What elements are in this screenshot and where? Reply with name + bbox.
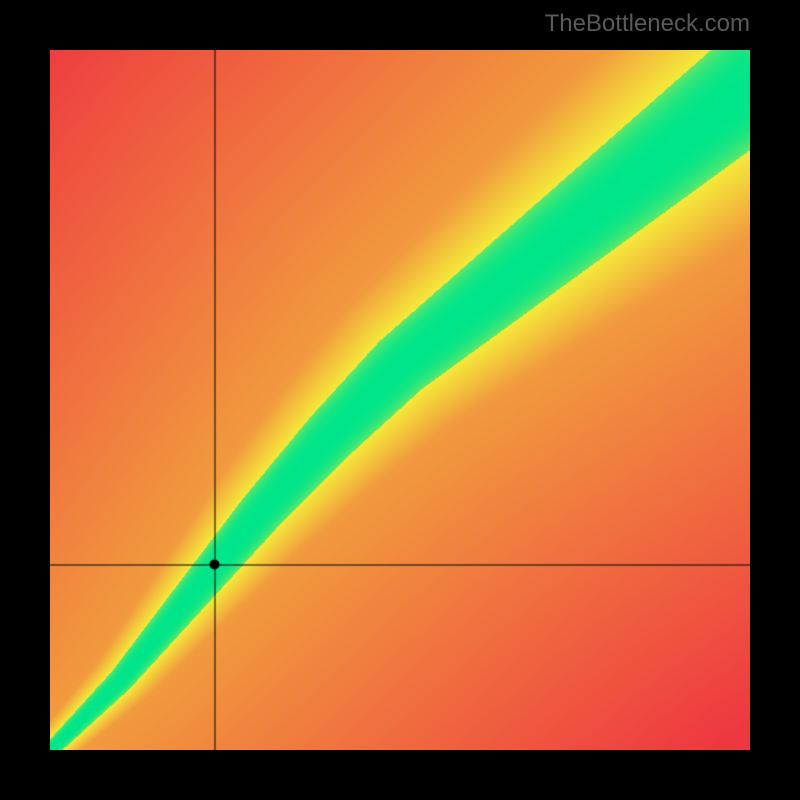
bottleneck-chart-container: TheBottleneck.com xyxy=(0,0,800,800)
heatmap-canvas xyxy=(50,50,750,750)
watermark-text: TheBottleneck.com xyxy=(545,10,750,38)
chart-canvas-wrap xyxy=(50,50,750,750)
